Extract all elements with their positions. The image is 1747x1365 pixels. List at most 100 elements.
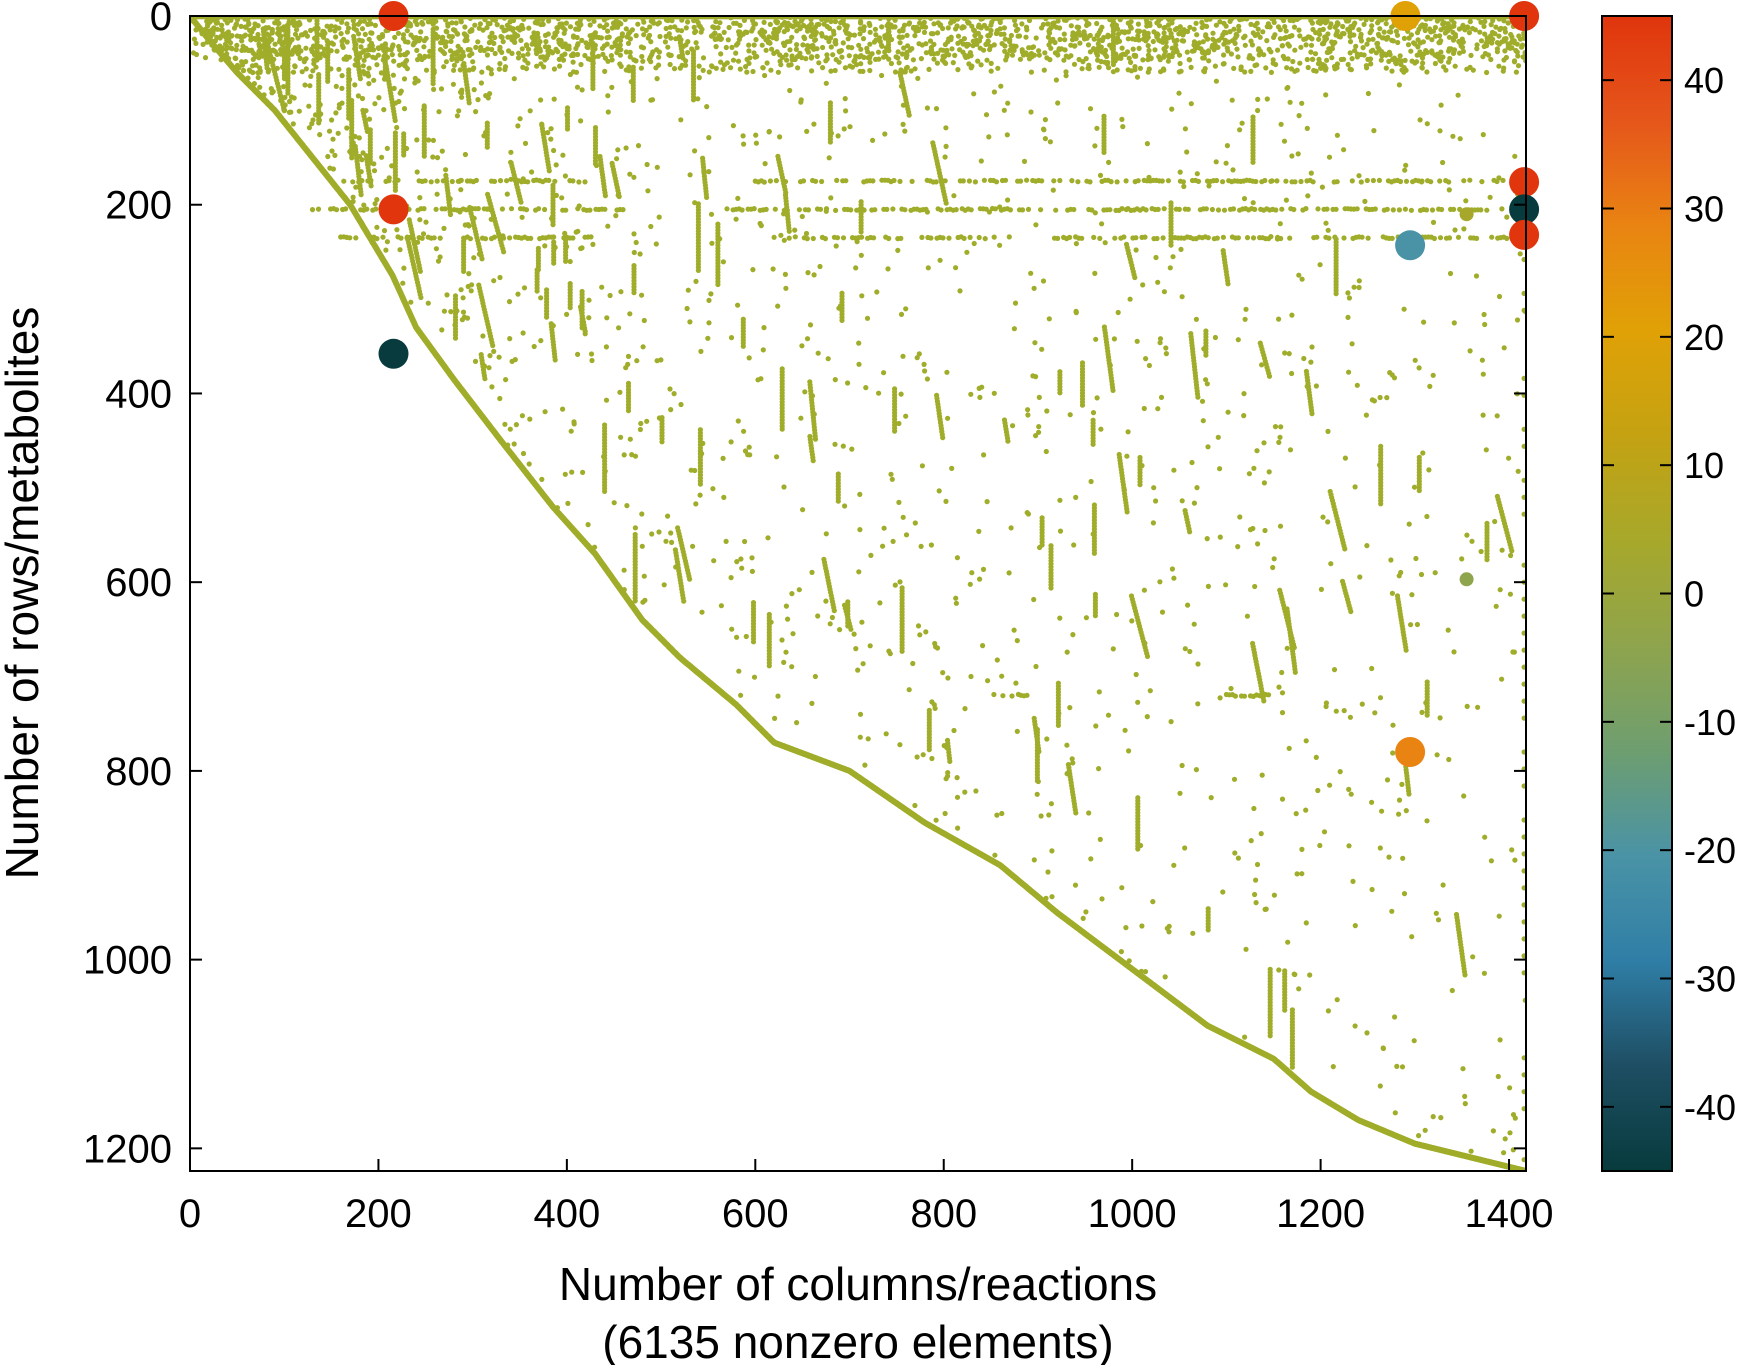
nonzero-point <box>374 236 380 242</box>
nonzero-point <box>1446 235 1453 241</box>
nonzero-point <box>1388 557 1394 563</box>
nonzero-point <box>1310 179 1316 185</box>
nonzero-point <box>953 207 959 213</box>
nonzero-point <box>1072 882 1079 888</box>
nonzero-point <box>1298 178 1304 185</box>
nonzero-point <box>1161 206 1167 212</box>
nonzero-point <box>760 347 766 353</box>
nonzero-point <box>669 539 675 546</box>
nonzero-point <box>398 235 404 241</box>
nonzero-point <box>353 235 359 241</box>
nonzero-point <box>1390 207 1396 213</box>
nonzero-point <box>1383 65 1389 71</box>
nonzero-point <box>723 538 729 545</box>
nonzero-point <box>528 235 534 241</box>
nonzero-point <box>1334 179 1340 185</box>
nonzero-point <box>1153 498 1159 504</box>
nonzero-point <box>897 178 903 184</box>
nonzero-point <box>750 267 756 273</box>
nonzero-point <box>1358 179 1364 185</box>
nonzero-point <box>909 178 915 184</box>
nonzero-point <box>1142 234 1148 240</box>
nonzero-point <box>1180 179 1186 185</box>
nonzero-point <box>810 235 816 242</box>
nonzero-point <box>1057 177 1063 184</box>
nonzero-point <box>1176 206 1182 212</box>
nonzero-point <box>482 236 489 242</box>
nonzero-point <box>1275 47 1281 53</box>
nonzero-point <box>718 51 724 57</box>
nonzero-point <box>1372 206 1378 212</box>
nonzero-point <box>796 207 803 213</box>
nonzero-point <box>1279 206 1285 212</box>
nonzero-point <box>1244 235 1251 241</box>
nonzero-point <box>1303 206 1309 212</box>
nonzero-point <box>366 81 372 87</box>
nonzero-point <box>401 265 407 271</box>
nonzero-point <box>782 271 789 277</box>
nonzero-point <box>1194 485 1200 491</box>
nonzero-point <box>1185 206 1191 212</box>
nonzero-point <box>1033 663 1039 670</box>
nonzero-point <box>587 207 593 213</box>
nonzero-point <box>834 235 841 241</box>
nonzero-point <box>1321 829 1328 835</box>
nonzero-point <box>1220 234 1226 240</box>
nonzero-point <box>1513 69 1519 75</box>
nonzero-point <box>1250 235 1257 241</box>
nonzero-point <box>976 234 982 241</box>
nonzero-point <box>1484 207 1490 213</box>
nonzero-point <box>536 206 542 212</box>
nonzero-point <box>1221 207 1228 213</box>
plot-area <box>190 16 1526 1171</box>
nonzero-point <box>968 207 974 213</box>
nonzero-point <box>439 148 445 154</box>
nonzero-point <box>870 178 876 184</box>
nonzero-point <box>374 62 380 68</box>
nonzero-point <box>751 206 757 212</box>
nonzero-point <box>773 178 780 184</box>
nonzero-point <box>1235 235 1241 241</box>
nonzero-point <box>1293 811 1299 817</box>
nonzero-point <box>334 207 340 213</box>
nonzero-point <box>1135 178 1141 184</box>
nonzero-point <box>840 40 846 46</box>
nonzero-point <box>859 293 865 299</box>
nonzero-point <box>840 235 847 241</box>
nonzero-point <box>1370 177 1376 184</box>
nonzero-point <box>834 177 840 183</box>
nonzero-point <box>981 177 988 183</box>
nonzero-point <box>919 234 925 240</box>
nonzero-point <box>347 235 353 241</box>
nonzero-point <box>807 322 814 328</box>
nonzero-point <box>1389 235 1395 241</box>
nonzero-point <box>1291 206 1297 213</box>
nonzero-point <box>1451 206 1457 212</box>
nonzero-point <box>749 555 755 561</box>
nonzero-point <box>915 623 922 629</box>
nonzero-point <box>891 177 897 184</box>
nonzero-point <box>1262 177 1268 184</box>
nonzero-point <box>1253 178 1259 185</box>
nonzero-point <box>467 236 473 242</box>
nonzero-point <box>502 64 509 70</box>
nonzero-point <box>896 499 902 505</box>
nonzero-point <box>1039 178 1045 184</box>
nonzero-point <box>533 177 540 183</box>
nonzero-point <box>302 82 308 88</box>
nonzero-point <box>763 206 769 212</box>
nonzero-point <box>1397 178 1404 185</box>
nonzero-point <box>848 207 854 213</box>
nonzero-point <box>422 178 428 184</box>
nonzero-point <box>1348 791 1354 797</box>
nonzero-point <box>871 235 877 241</box>
nonzero-point <box>940 235 946 241</box>
nonzero-point <box>1143 207 1149 213</box>
nonzero-point <box>588 234 594 240</box>
nonzero-point <box>1007 207 1014 213</box>
nonzero-point <box>1354 206 1360 212</box>
nonzero-point <box>414 47 420 54</box>
nonzero-point <box>523 207 530 213</box>
nonzero-point <box>341 178 347 184</box>
